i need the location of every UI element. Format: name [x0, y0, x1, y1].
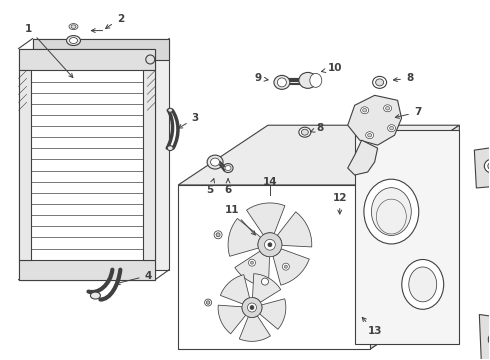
Ellipse shape: [91, 292, 100, 299]
Ellipse shape: [248, 259, 255, 266]
Polygon shape: [369, 125, 460, 349]
Text: 10: 10: [321, 63, 342, 73]
Polygon shape: [33, 39, 169, 270]
Ellipse shape: [366, 132, 374, 139]
Polygon shape: [239, 316, 270, 341]
Polygon shape: [479, 315, 490, 360]
Ellipse shape: [250, 306, 254, 310]
Polygon shape: [220, 275, 249, 304]
Ellipse shape: [242, 298, 262, 318]
Ellipse shape: [310, 73, 322, 87]
Ellipse shape: [205, 299, 212, 306]
Ellipse shape: [258, 233, 282, 257]
Polygon shape: [143, 71, 155, 260]
Ellipse shape: [386, 107, 390, 110]
Text: 7: 7: [395, 107, 421, 118]
Ellipse shape: [216, 233, 220, 237]
Ellipse shape: [167, 146, 173, 150]
Text: 2: 2: [106, 14, 124, 28]
Text: 4: 4: [116, 271, 152, 285]
Polygon shape: [218, 305, 245, 334]
Text: 13: 13: [362, 318, 382, 336]
Ellipse shape: [368, 134, 371, 137]
Ellipse shape: [388, 125, 395, 132]
Ellipse shape: [214, 231, 222, 239]
Ellipse shape: [372, 76, 387, 88]
Ellipse shape: [363, 108, 367, 112]
Ellipse shape: [146, 55, 155, 64]
Text: 6: 6: [224, 179, 232, 195]
Ellipse shape: [390, 126, 393, 130]
Text: 11: 11: [225, 205, 255, 235]
Polygon shape: [277, 212, 312, 247]
Polygon shape: [260, 299, 286, 329]
Polygon shape: [355, 130, 460, 345]
Text: 8: 8: [311, 123, 323, 133]
Text: 8: 8: [393, 73, 413, 84]
Text: 5: 5: [206, 179, 215, 195]
Ellipse shape: [206, 301, 210, 304]
Polygon shape: [348, 140, 378, 175]
Ellipse shape: [301, 129, 308, 135]
Ellipse shape: [299, 72, 317, 88]
Polygon shape: [19, 49, 155, 71]
Polygon shape: [252, 274, 281, 302]
Ellipse shape: [484, 159, 490, 173]
Text: 12: 12: [333, 193, 347, 214]
Ellipse shape: [361, 107, 368, 114]
Ellipse shape: [225, 166, 231, 171]
Ellipse shape: [71, 25, 76, 28]
Polygon shape: [19, 260, 155, 280]
Ellipse shape: [265, 239, 275, 250]
Ellipse shape: [168, 108, 172, 112]
Ellipse shape: [284, 265, 287, 268]
Ellipse shape: [489, 332, 490, 347]
Ellipse shape: [409, 267, 437, 302]
Ellipse shape: [211, 158, 220, 166]
Ellipse shape: [402, 260, 443, 309]
Polygon shape: [348, 95, 401, 145]
Ellipse shape: [262, 278, 269, 285]
Ellipse shape: [223, 163, 233, 172]
Ellipse shape: [371, 188, 411, 235]
Polygon shape: [33, 39, 169, 60]
Text: 1: 1: [25, 24, 73, 77]
Polygon shape: [178, 289, 460, 349]
Polygon shape: [19, 49, 155, 280]
Ellipse shape: [67, 36, 80, 45]
Text: 9: 9: [254, 73, 268, 84]
Polygon shape: [228, 219, 261, 256]
Polygon shape: [178, 185, 369, 349]
Ellipse shape: [69, 24, 78, 30]
Ellipse shape: [277, 78, 286, 87]
Text: 3: 3: [178, 113, 199, 128]
Polygon shape: [235, 251, 270, 287]
Polygon shape: [246, 203, 285, 235]
Ellipse shape: [268, 243, 272, 247]
Ellipse shape: [384, 105, 392, 112]
Ellipse shape: [70, 37, 77, 44]
Polygon shape: [474, 145, 490, 188]
Ellipse shape: [282, 263, 290, 270]
Ellipse shape: [250, 261, 253, 264]
Polygon shape: [273, 249, 309, 285]
Ellipse shape: [299, 127, 311, 137]
Ellipse shape: [488, 162, 490, 170]
Ellipse shape: [274, 75, 290, 89]
Polygon shape: [19, 71, 30, 260]
Ellipse shape: [364, 179, 419, 244]
Ellipse shape: [247, 303, 256, 312]
Ellipse shape: [376, 79, 384, 86]
Polygon shape: [178, 125, 460, 185]
Text: 14: 14: [263, 177, 277, 187]
Ellipse shape: [207, 155, 223, 169]
